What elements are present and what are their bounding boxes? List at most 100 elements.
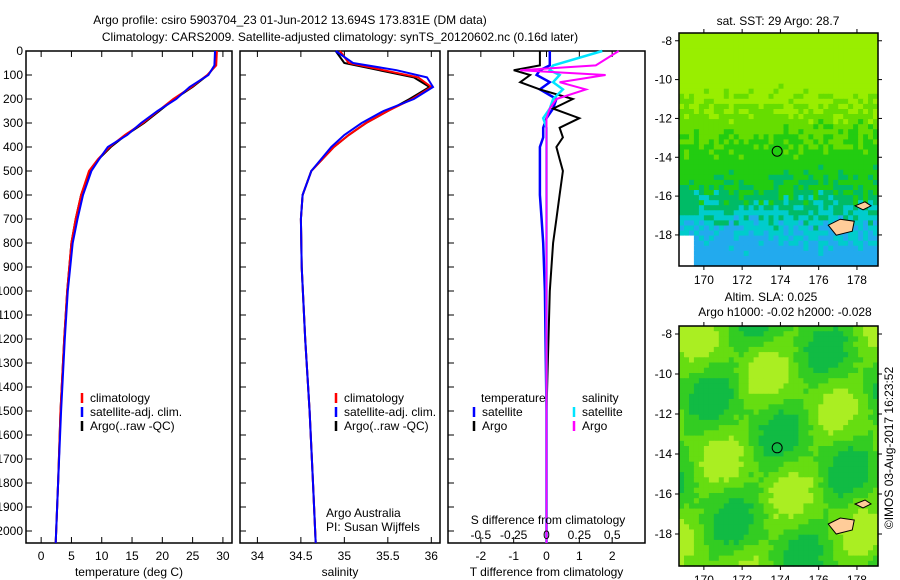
map-cell (793, 109, 799, 115)
sla-map-title-line1: Altim. SLA: 0.025 (725, 290, 818, 304)
map-cell (853, 456, 859, 463)
map-cell (773, 154, 780, 161)
map-cell (858, 519, 864, 525)
map-cell (738, 33, 745, 39)
map-cell (738, 195, 745, 201)
map-cell (768, 154, 775, 161)
map-cell (868, 555, 874, 562)
map-cell (838, 352, 844, 358)
map-cell (828, 220, 834, 227)
map-cell (838, 154, 844, 161)
map-cell (858, 129, 864, 135)
map-cell (753, 83, 760, 90)
map-cell (698, 190, 705, 196)
map-cell (798, 357, 804, 364)
map-cell (698, 461, 705, 468)
map-cell (748, 144, 755, 151)
map-cell (798, 373, 804, 379)
map-cell (693, 119, 700, 125)
map-cell (798, 352, 804, 358)
map-cell (828, 124, 834, 130)
map-cell (689, 487, 695, 494)
map-cell (778, 200, 785, 206)
map-cell (679, 83, 685, 90)
map-cell (763, 200, 770, 206)
map-cell (708, 185, 715, 191)
map-cell (763, 33, 770, 39)
map-cell (728, 38, 735, 44)
map-cell (763, 487, 770, 494)
map-cell (684, 154, 690, 161)
map-cell (689, 393, 695, 400)
map-cell (803, 68, 809, 75)
map-cell (818, 519, 824, 525)
map-cell (843, 461, 849, 468)
map-cell (858, 346, 864, 353)
map-cell (743, 179, 750, 186)
map-cell (753, 367, 760, 374)
map-cell (823, 124, 829, 130)
x-tick-label: 174 (770, 273, 790, 287)
map-cell (723, 103, 730, 110)
map-cell (828, 409, 834, 416)
map-cell (733, 159, 740, 166)
map-cell (868, 446, 874, 452)
map-cell (758, 362, 765, 369)
map-cell (738, 555, 745, 562)
map-cell (833, 134, 839, 140)
map-cell (813, 326, 819, 332)
map-cell (708, 331, 715, 338)
map-cell (689, 144, 695, 151)
map-cell (689, 174, 695, 181)
map-cell (848, 103, 854, 110)
map-cell (828, 362, 834, 369)
map-cell (728, 98, 735, 105)
map-cell (718, 472, 725, 478)
map-cell (808, 200, 814, 206)
map-cell (718, 260, 725, 267)
map-cell (748, 255, 755, 262)
island-land (853, 499, 873, 509)
map-cell (858, 195, 864, 201)
map-cell (773, 38, 780, 44)
map-cell (863, 185, 869, 191)
map-cell (738, 48, 745, 54)
map-cell (813, 215, 819, 221)
map-cell (798, 88, 804, 95)
map-cell (753, 169, 760, 176)
map-cell (684, 220, 690, 227)
map-cell (838, 73, 844, 80)
map-cell (833, 404, 839, 411)
map-cell (808, 260, 814, 267)
map-cell (813, 103, 819, 110)
map-cell (803, 144, 809, 151)
map-cell (713, 451, 720, 458)
map-cell (818, 179, 824, 186)
map-cell (808, 220, 814, 227)
map-cell (788, 58, 795, 64)
map-cell (853, 53, 859, 59)
map-cell (723, 430, 730, 437)
map-cell (778, 362, 785, 369)
map-cell (843, 185, 849, 191)
map-cell (763, 88, 770, 95)
map-cell (823, 164, 829, 171)
map-cell (748, 195, 755, 201)
map-cell (858, 545, 864, 551)
map-cell (763, 409, 770, 416)
map-cell (808, 326, 814, 332)
map-cell (733, 524, 740, 531)
map-cell (693, 383, 700, 390)
map-cell (873, 393, 879, 400)
map-cell (738, 149, 745, 156)
map-cell (748, 250, 755, 257)
map-cell (743, 230, 750, 237)
map-cell (718, 83, 725, 90)
map-cell (733, 58, 740, 64)
map-cell (738, 220, 745, 227)
map-cell (833, 200, 839, 206)
map-cell (808, 240, 814, 247)
map-cell (833, 487, 839, 494)
map-cell (803, 174, 809, 181)
map-cell (813, 210, 819, 216)
